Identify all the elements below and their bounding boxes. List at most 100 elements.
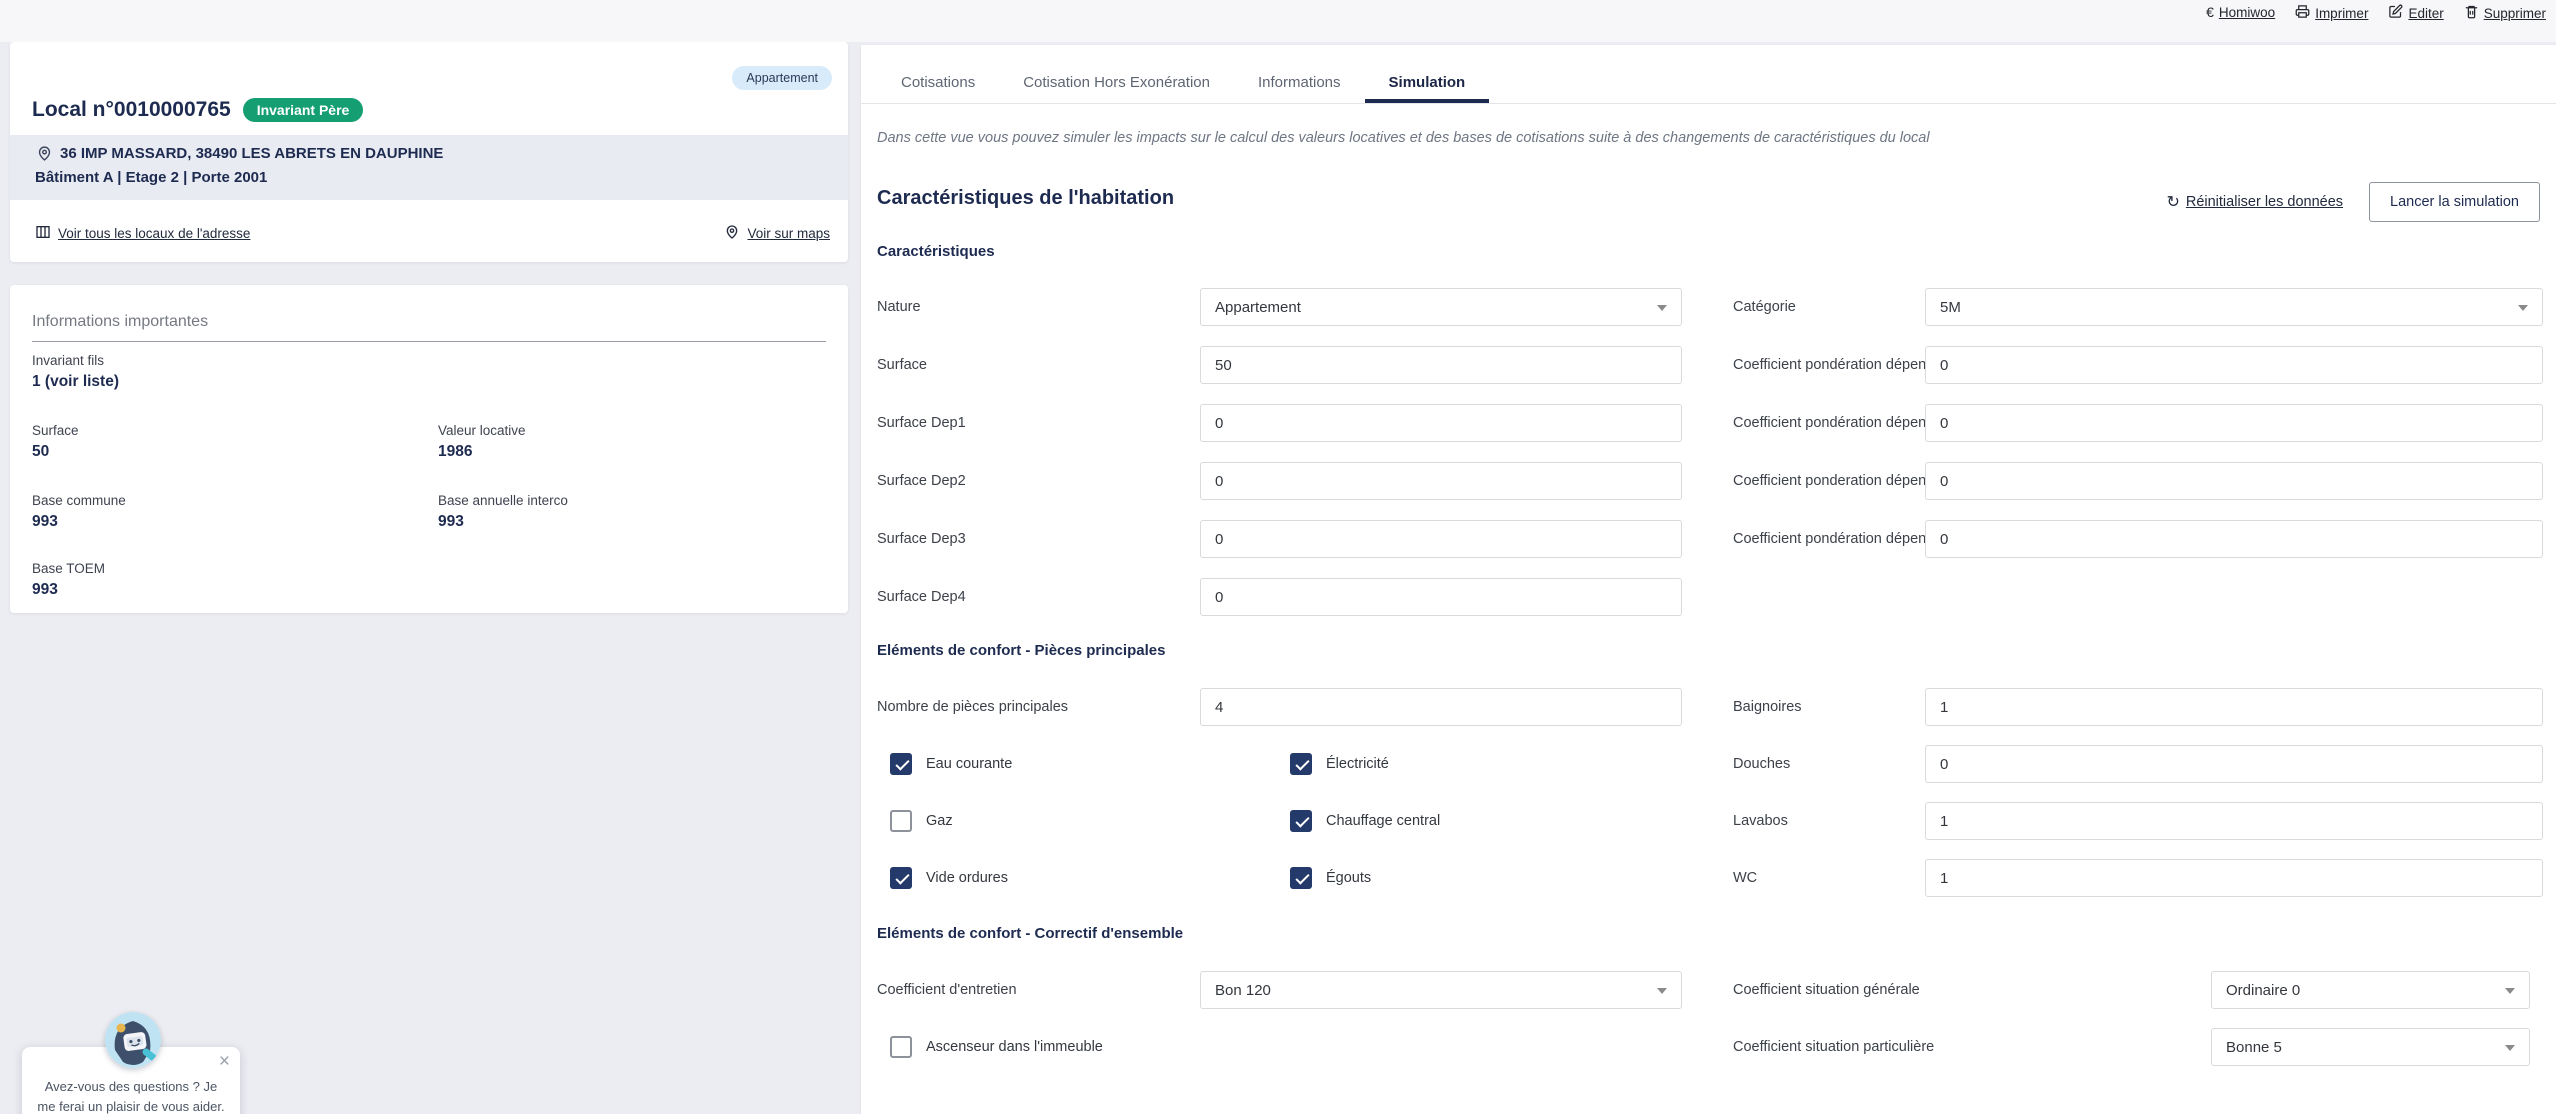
checkbox-ascenseur[interactable]: Ascenseur dans l'immeuble	[890, 1036, 1103, 1058]
surface-dep2-label: Surface Dep2	[877, 473, 966, 489]
surface-input[interactable]	[1200, 346, 1682, 384]
chevron-down-icon	[2505, 988, 2515, 994]
checkbox-gaz[interactable]: Gaz	[890, 810, 953, 832]
launch-simulation-button[interactable]: Lancer la simulation	[2369, 182, 2540, 222]
chat-robot-avatar[interactable]	[105, 1012, 161, 1068]
checkbox-box	[890, 753, 912, 775]
checkbox-egouts[interactable]: Égouts	[1290, 867, 1371, 889]
surface-dep4-input[interactable]	[1200, 578, 1682, 616]
nature-label: Nature	[877, 299, 921, 315]
address-line2: Bâtiment A | Etage 2 | Porte 2001	[35, 169, 268, 186]
baignoires-input[interactable]	[1925, 688, 2543, 726]
checkbox-box	[890, 867, 912, 889]
coef4-label: Coefficient pondération dépendance4	[1733, 531, 1974, 547]
section-confort-correctif: Eléments de confort - Correctif d'ensemb…	[877, 925, 1184, 942]
checkbox-chauffage-central[interactable]: Chauffage central	[1290, 810, 1440, 832]
building-grid-icon	[35, 224, 51, 243]
section-confort-pieces: Eléments de confort - Pièces principales	[877, 642, 1166, 659]
entretien-select[interactable]: Bon 120	[1200, 971, 1682, 1009]
important-infos-card: Informations importantes Invariant fils …	[10, 285, 848, 613]
euro-icon: €	[2206, 4, 2214, 20]
nature-select[interactable]: Appartement	[1200, 288, 1682, 326]
coef1-label: Coefficient pondération dépendance 1	[1733, 357, 1978, 373]
trash-icon	[2464, 4, 2479, 22]
close-icon[interactable]: ×	[218, 1051, 230, 1072]
coef4-input[interactable]	[1925, 520, 2543, 558]
surface-dep4-label: Surface Dep4	[877, 589, 966, 605]
checkbox-vide-ordures[interactable]: Vide ordures	[890, 867, 1008, 889]
entretien-label: Coefficient d'entretien	[877, 982, 1017, 998]
habitation-heading: Caractéristiques de l'habitation	[877, 187, 1175, 209]
reset-data-link[interactable]: ↻ Réinitialiser les données	[2166, 194, 2344, 211]
printer-icon	[2295, 4, 2310, 22]
coef3-label: Coefficient ponderation dépendance 3	[1733, 473, 1978, 489]
info-invariant-fils: Invariant fils 1 (voir liste)	[32, 353, 119, 390]
surface-dep3-label: Surface Dep3	[877, 531, 966, 547]
delete-link[interactable]: Supprimer	[2464, 4, 2546, 22]
info-base-commune: Base commune 993	[32, 493, 126, 530]
chevron-down-icon	[1657, 988, 1667, 994]
situation-generale-label: Coefficient situation générale	[1733, 982, 1920, 998]
see-on-maps-link[interactable]: Voir sur maps	[724, 224, 830, 243]
checkbox-electricite[interactable]: Électricité	[1290, 753, 1389, 775]
checkbox-box	[890, 1036, 912, 1058]
coef2-label: Coefficient pondération dépendance 2	[1733, 415, 1978, 431]
nb-pieces-input[interactable]	[1200, 688, 1682, 726]
nb-pieces-label: Nombre de pièces principales	[877, 699, 1069, 715]
tab-simulation[interactable]: Simulation	[1364, 65, 1490, 103]
checkbox-box	[890, 810, 912, 832]
local-card: Local n°0010000765 Invariant Père Appart…	[10, 42, 848, 262]
checkbox-box	[1290, 810, 1312, 832]
invariant-fils-link[interactable]: 1 (voir liste)	[32, 373, 119, 390]
wc-input[interactable]	[1925, 859, 2543, 897]
tab-cotisations[interactable]: Cotisations	[901, 73, 976, 91]
surface-dep3-input[interactable]	[1200, 520, 1682, 558]
wc-label: WC	[1733, 870, 1758, 886]
chat-message: Avez-vous des questions ? Je me ferai un…	[37, 1079, 225, 1114]
info-base-interco: Base annuelle interco 993	[438, 493, 568, 530]
edit-link[interactable]: Editer	[2388, 4, 2444, 22]
surface-dep1-label: Surface Dep1	[877, 415, 966, 431]
tab-bar: Cotisations Cotisation Hors Exonération …	[861, 65, 2556, 104]
tab-informations[interactable]: Informations	[1257, 73, 1341, 91]
checkbox-eau-courante[interactable]: Eau courante	[890, 753, 1012, 775]
print-link[interactable]: Imprimer	[2295, 4, 2368, 22]
surface-dep1-input[interactable]	[1200, 404, 1682, 442]
homiwoo-link[interactable]: € Homiwoo	[2206, 4, 2276, 20]
map-pin-icon	[724, 224, 740, 243]
douches-input[interactable]	[1925, 745, 2543, 783]
coef2-input[interactable]	[1925, 404, 2543, 442]
invariant-pere-badge: Invariant Père	[242, 98, 364, 122]
categorie-select[interactable]: 5M	[1925, 288, 2543, 326]
simulation-panel: Cotisations Cotisation Hors Exonération …	[861, 45, 2556, 1114]
douches-label: Douches	[1733, 756, 1791, 772]
coef1-input[interactable]	[1925, 346, 2543, 384]
location-pin-icon	[36, 145, 53, 162]
situation-generale-select[interactable]: Ordinaire 0	[2211, 971, 2530, 1009]
tab-cotisation-hors-exoneration[interactable]: Cotisation Hors Exonération	[1023, 73, 1210, 91]
chat-bubble: × Avez-vous des questions ? Je me ferai …	[22, 1047, 240, 1114]
see-all-locals-link[interactable]: Voir tous les locaux de l'adresse	[35, 224, 250, 243]
section-caracteristiques: Caractéristiques	[877, 243, 995, 260]
situation-particuliere-select[interactable]: Bonne 5	[2211, 1028, 2530, 1066]
categorie-label: Catégorie	[1733, 299, 1796, 315]
simulation-description: Dans cette vue vous pouvez simuler les i…	[877, 130, 1930, 146]
lavabos-label: Lavabos	[1733, 813, 1788, 829]
address-strip: 36 IMP MASSARD, 38490 LES ABRETS EN DAUP…	[10, 135, 848, 200]
baignoires-label: Baignoires	[1733, 699, 1802, 715]
edit-icon	[2388, 4, 2403, 22]
infos-title: Informations importantes	[32, 313, 826, 342]
type-tag: Appartement	[732, 66, 832, 90]
page-title: Local n°0010000765	[32, 98, 231, 121]
checkbox-box	[1290, 753, 1312, 775]
info-base-toem: Base TOEM 993	[32, 561, 106, 598]
chevron-down-icon	[2505, 1045, 2515, 1051]
chevron-down-icon	[1657, 305, 1667, 311]
surface-dep2-input[interactable]	[1200, 462, 1682, 500]
coef3-input[interactable]	[1925, 462, 2543, 500]
refresh-icon: ↻	[2166, 194, 2180, 211]
situation-particuliere-label: Coefficient situation particulière	[1733, 1039, 1935, 1055]
info-valeur-locative: Valeur locative 1986	[438, 423, 526, 460]
surface-label: Surface	[877, 357, 927, 373]
lavabos-input[interactable]	[1925, 802, 2543, 840]
